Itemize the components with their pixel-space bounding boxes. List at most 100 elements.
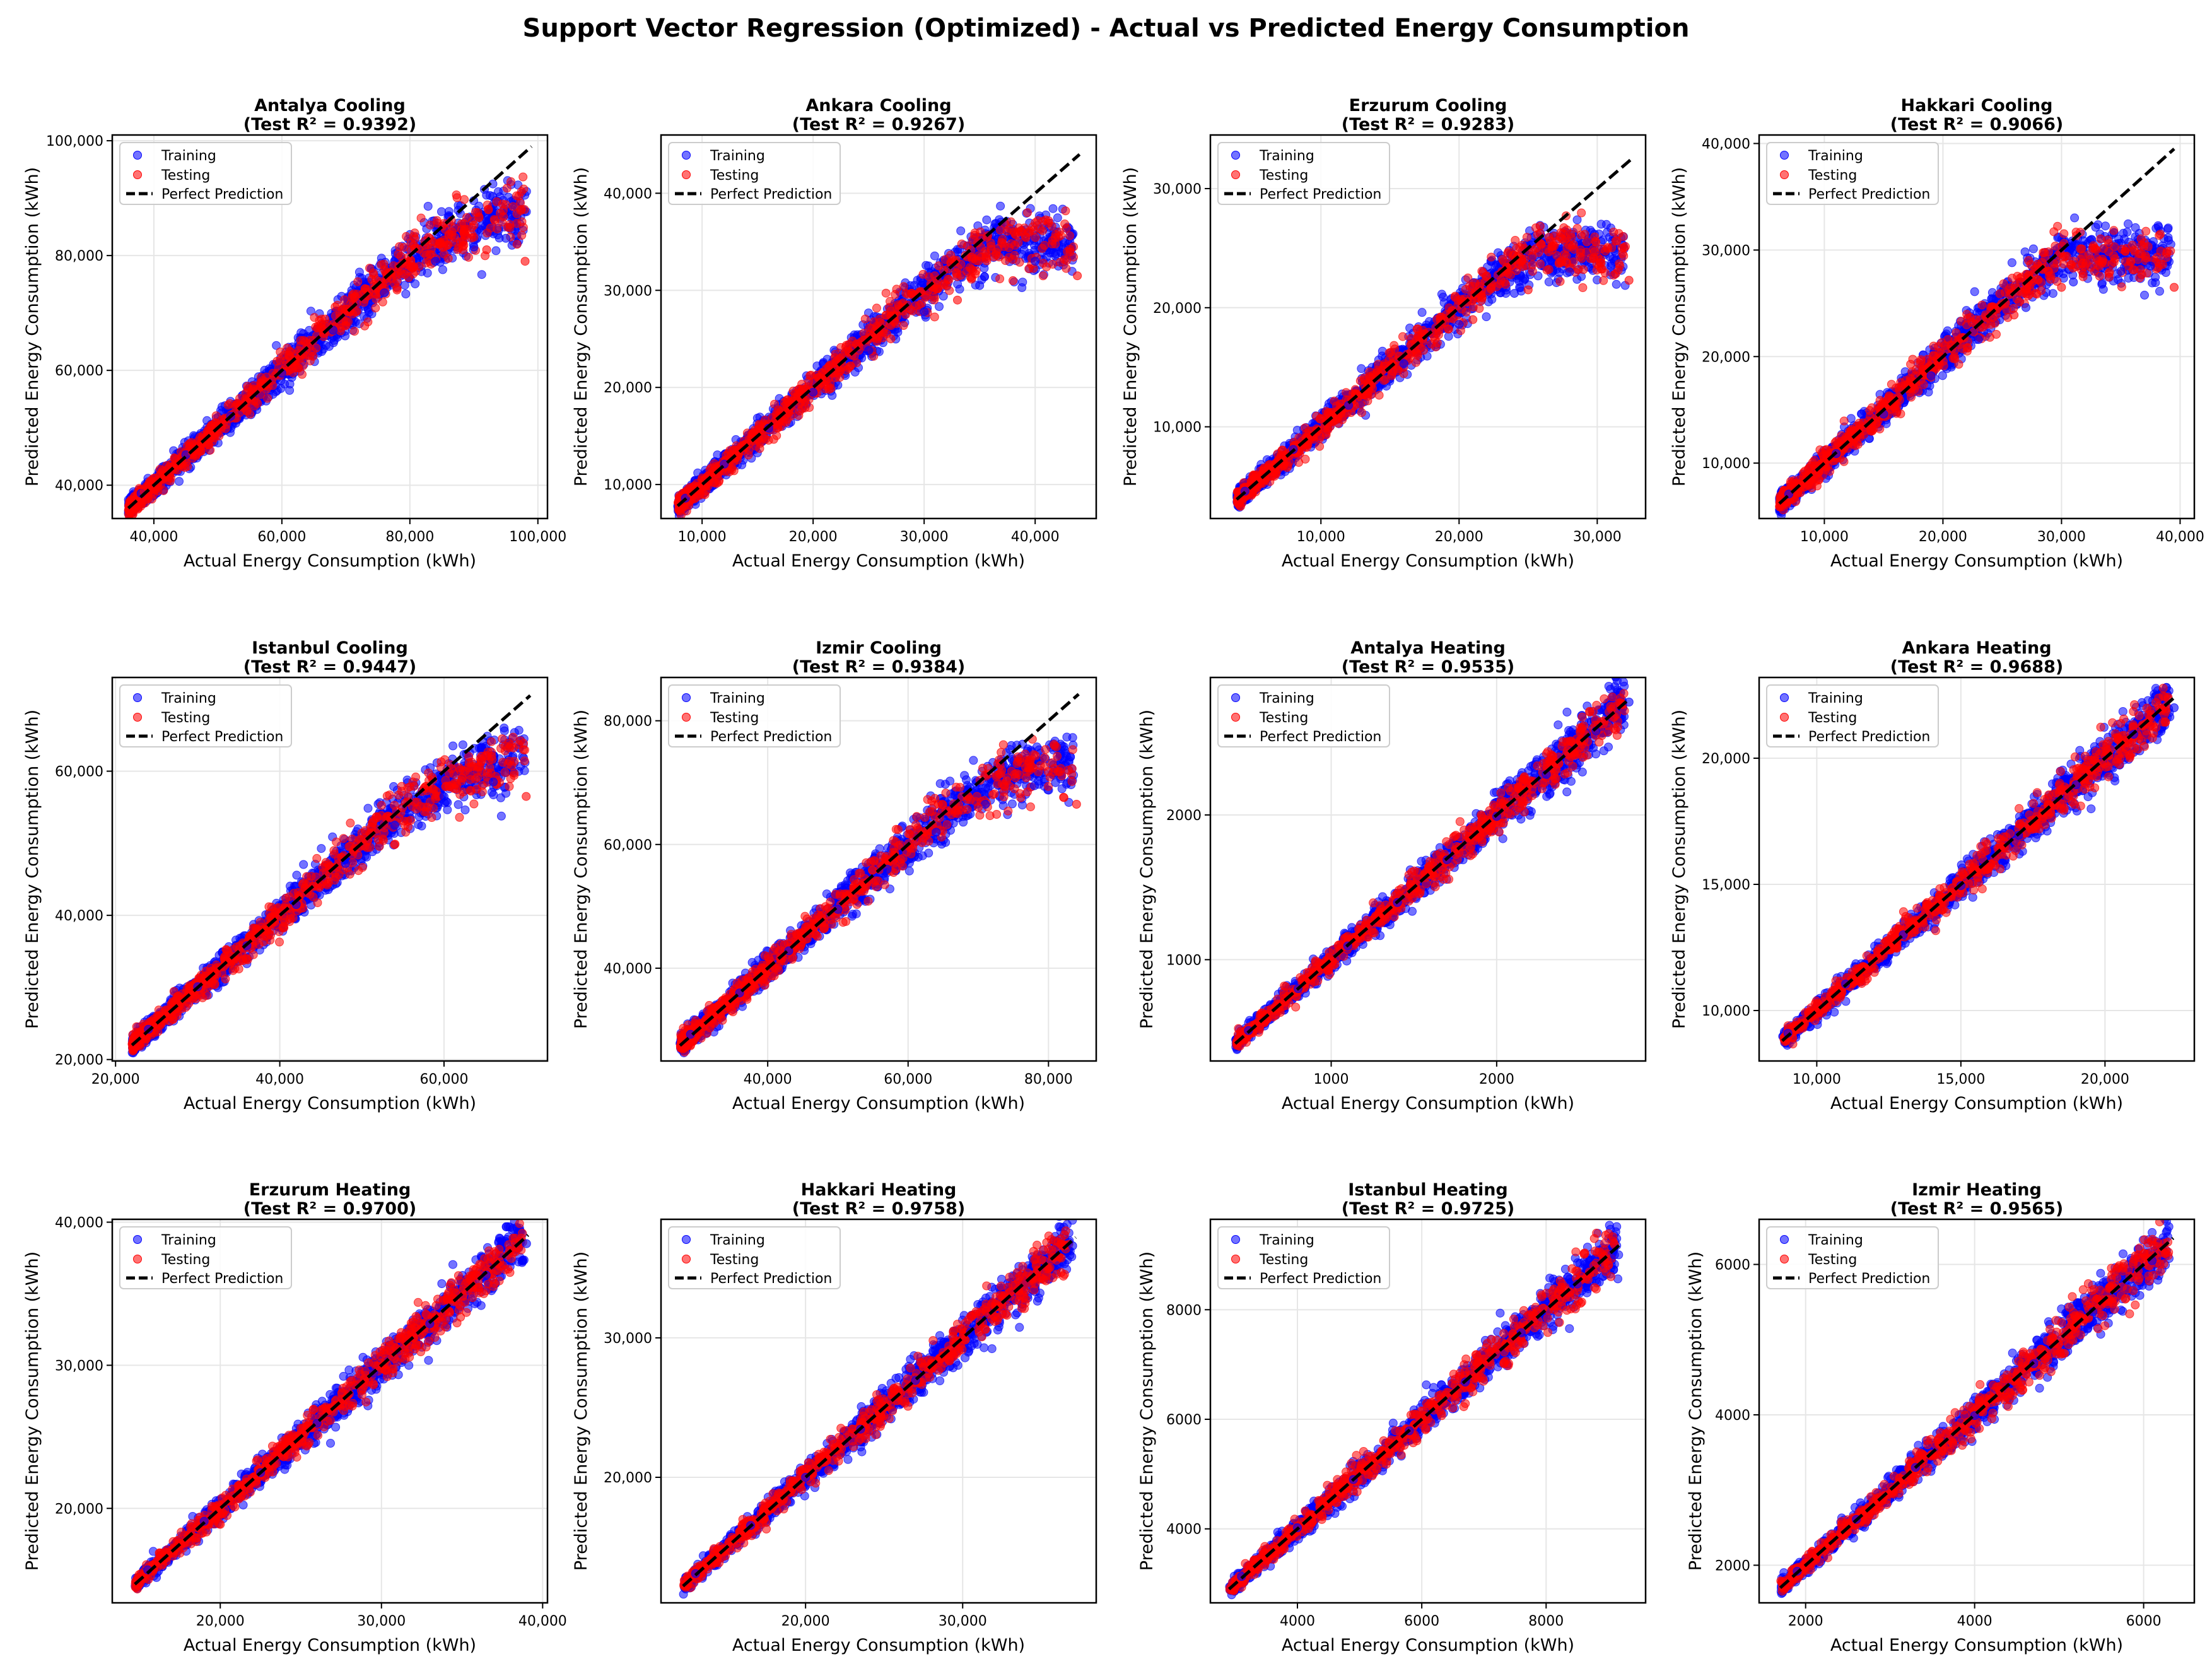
testing-point	[946, 250, 956, 260]
testing-point	[458, 242, 467, 251]
testing-point	[502, 184, 512, 193]
testing-point	[769, 435, 778, 444]
training-data-point	[920, 307, 929, 317]
testing-point	[409, 241, 418, 250]
testing-point	[963, 241, 972, 250]
y-tick-label: 60,000	[55, 363, 103, 379]
training-point	[956, 226, 966, 235]
testing-point	[517, 217, 527, 226]
training-point	[486, 191, 494, 200]
testing-point	[365, 264, 374, 273]
testing-point	[452, 190, 461, 199]
testing-point	[519, 184, 529, 194]
training-point	[930, 251, 939, 261]
training-point	[1572, 215, 1582, 225]
training-data-point	[380, 288, 389, 298]
training-point	[996, 201, 1005, 211]
testing-point	[501, 200, 510, 209]
testing-point	[360, 321, 370, 331]
training-data-point	[431, 257, 440, 266]
training-point	[1544, 277, 1554, 286]
training-point	[285, 385, 295, 395]
axes-frame	[660, 134, 1097, 520]
testing-data-point	[1073, 271, 1082, 281]
testing-point	[967, 274, 976, 284]
training-point	[980, 264, 989, 273]
testing-point	[1014, 238, 1023, 247]
testing-point	[380, 265, 389, 274]
testing-point	[956, 271, 966, 280]
testing-point	[464, 252, 473, 262]
testing-point	[930, 295, 939, 305]
x-tick-label: 80,000	[385, 529, 434, 545]
testing-data-point	[341, 321, 351, 331]
testing-data-point	[1009, 276, 1017, 285]
testing-point	[461, 231, 471, 240]
subplot-ankara-cooling: Ankara Cooling(Test R² = 0.9267)10,000 20…	[571, 96, 1097, 571]
training-point	[444, 207, 454, 216]
testing-point	[944, 275, 954, 284]
testing-data-point	[443, 254, 453, 263]
testing-point	[750, 426, 759, 435]
subplot-title: Erzurum Cooling	[1349, 96, 1507, 115]
legend-perfect-label: Perfect Prediction	[710, 187, 832, 202]
testing-point	[930, 312, 939, 322]
testing-point	[872, 303, 881, 313]
figure-title: Support Vector Regression (Optimized) - …	[0, 14, 2212, 43]
testing-point	[1065, 231, 1074, 240]
testing-point	[1061, 206, 1070, 216]
testing-point	[378, 297, 387, 307]
testing-point	[459, 219, 469, 228]
training-point	[1051, 251, 1060, 261]
testing-point	[1033, 216, 1043, 225]
testing-data-point	[886, 334, 896, 344]
training-point	[272, 341, 281, 350]
testing-point	[371, 303, 380, 313]
testing-data-point	[482, 245, 491, 254]
testing-point	[782, 396, 792, 405]
testing-point	[1062, 264, 1071, 273]
testing-point	[1056, 231, 1065, 240]
testing-data-point	[392, 285, 402, 295]
testing-point	[241, 388, 250, 397]
x-axis-label: Actual Energy Consumption (kWh)	[184, 551, 476, 571]
testing-point	[471, 208, 480, 217]
testing-point	[512, 240, 522, 249]
testing-point	[402, 231, 411, 241]
training-point	[1048, 204, 1058, 213]
subplot-subtitle: (Test R² = 0.9283)	[1342, 115, 1514, 134]
testing-point	[878, 333, 887, 343]
testing-point	[367, 275, 377, 284]
testing-point	[922, 291, 932, 300]
training-point	[1437, 290, 1446, 299]
subplot-title: Ankara Cooling	[805, 96, 951, 115]
testing-point	[1069, 242, 1078, 252]
y-tick-label: 80,000	[55, 249, 103, 264]
testing-point	[1015, 257, 1024, 267]
testing-point	[506, 177, 515, 186]
testing-point	[826, 384, 836, 393]
testing-point	[196, 433, 205, 442]
training-point	[980, 272, 989, 281]
testing-point	[995, 274, 1005, 283]
testing-point	[793, 392, 802, 402]
scatter-points	[124, 172, 531, 519]
testing-point	[427, 243, 436, 253]
training-data-point	[501, 233, 510, 243]
testing-point	[773, 423, 783, 432]
training-point	[477, 270, 486, 279]
legend-training-marker	[133, 151, 142, 160]
testing-point	[496, 209, 505, 218]
testing-point	[159, 486, 168, 495]
testing-point	[419, 248, 429, 257]
testing-point	[360, 284, 370, 293]
testing-point	[395, 242, 404, 251]
testing-point	[517, 231, 527, 240]
legend-perfect-label: Perfect Prediction	[161, 187, 283, 202]
training-point	[423, 202, 433, 211]
testing-point	[756, 438, 765, 448]
x-tick-label: 100,000	[509, 529, 566, 545]
testing-point	[516, 206, 525, 215]
y-tick-label: 30,000	[604, 283, 652, 299]
x-tick-label: 40,000	[129, 529, 178, 545]
